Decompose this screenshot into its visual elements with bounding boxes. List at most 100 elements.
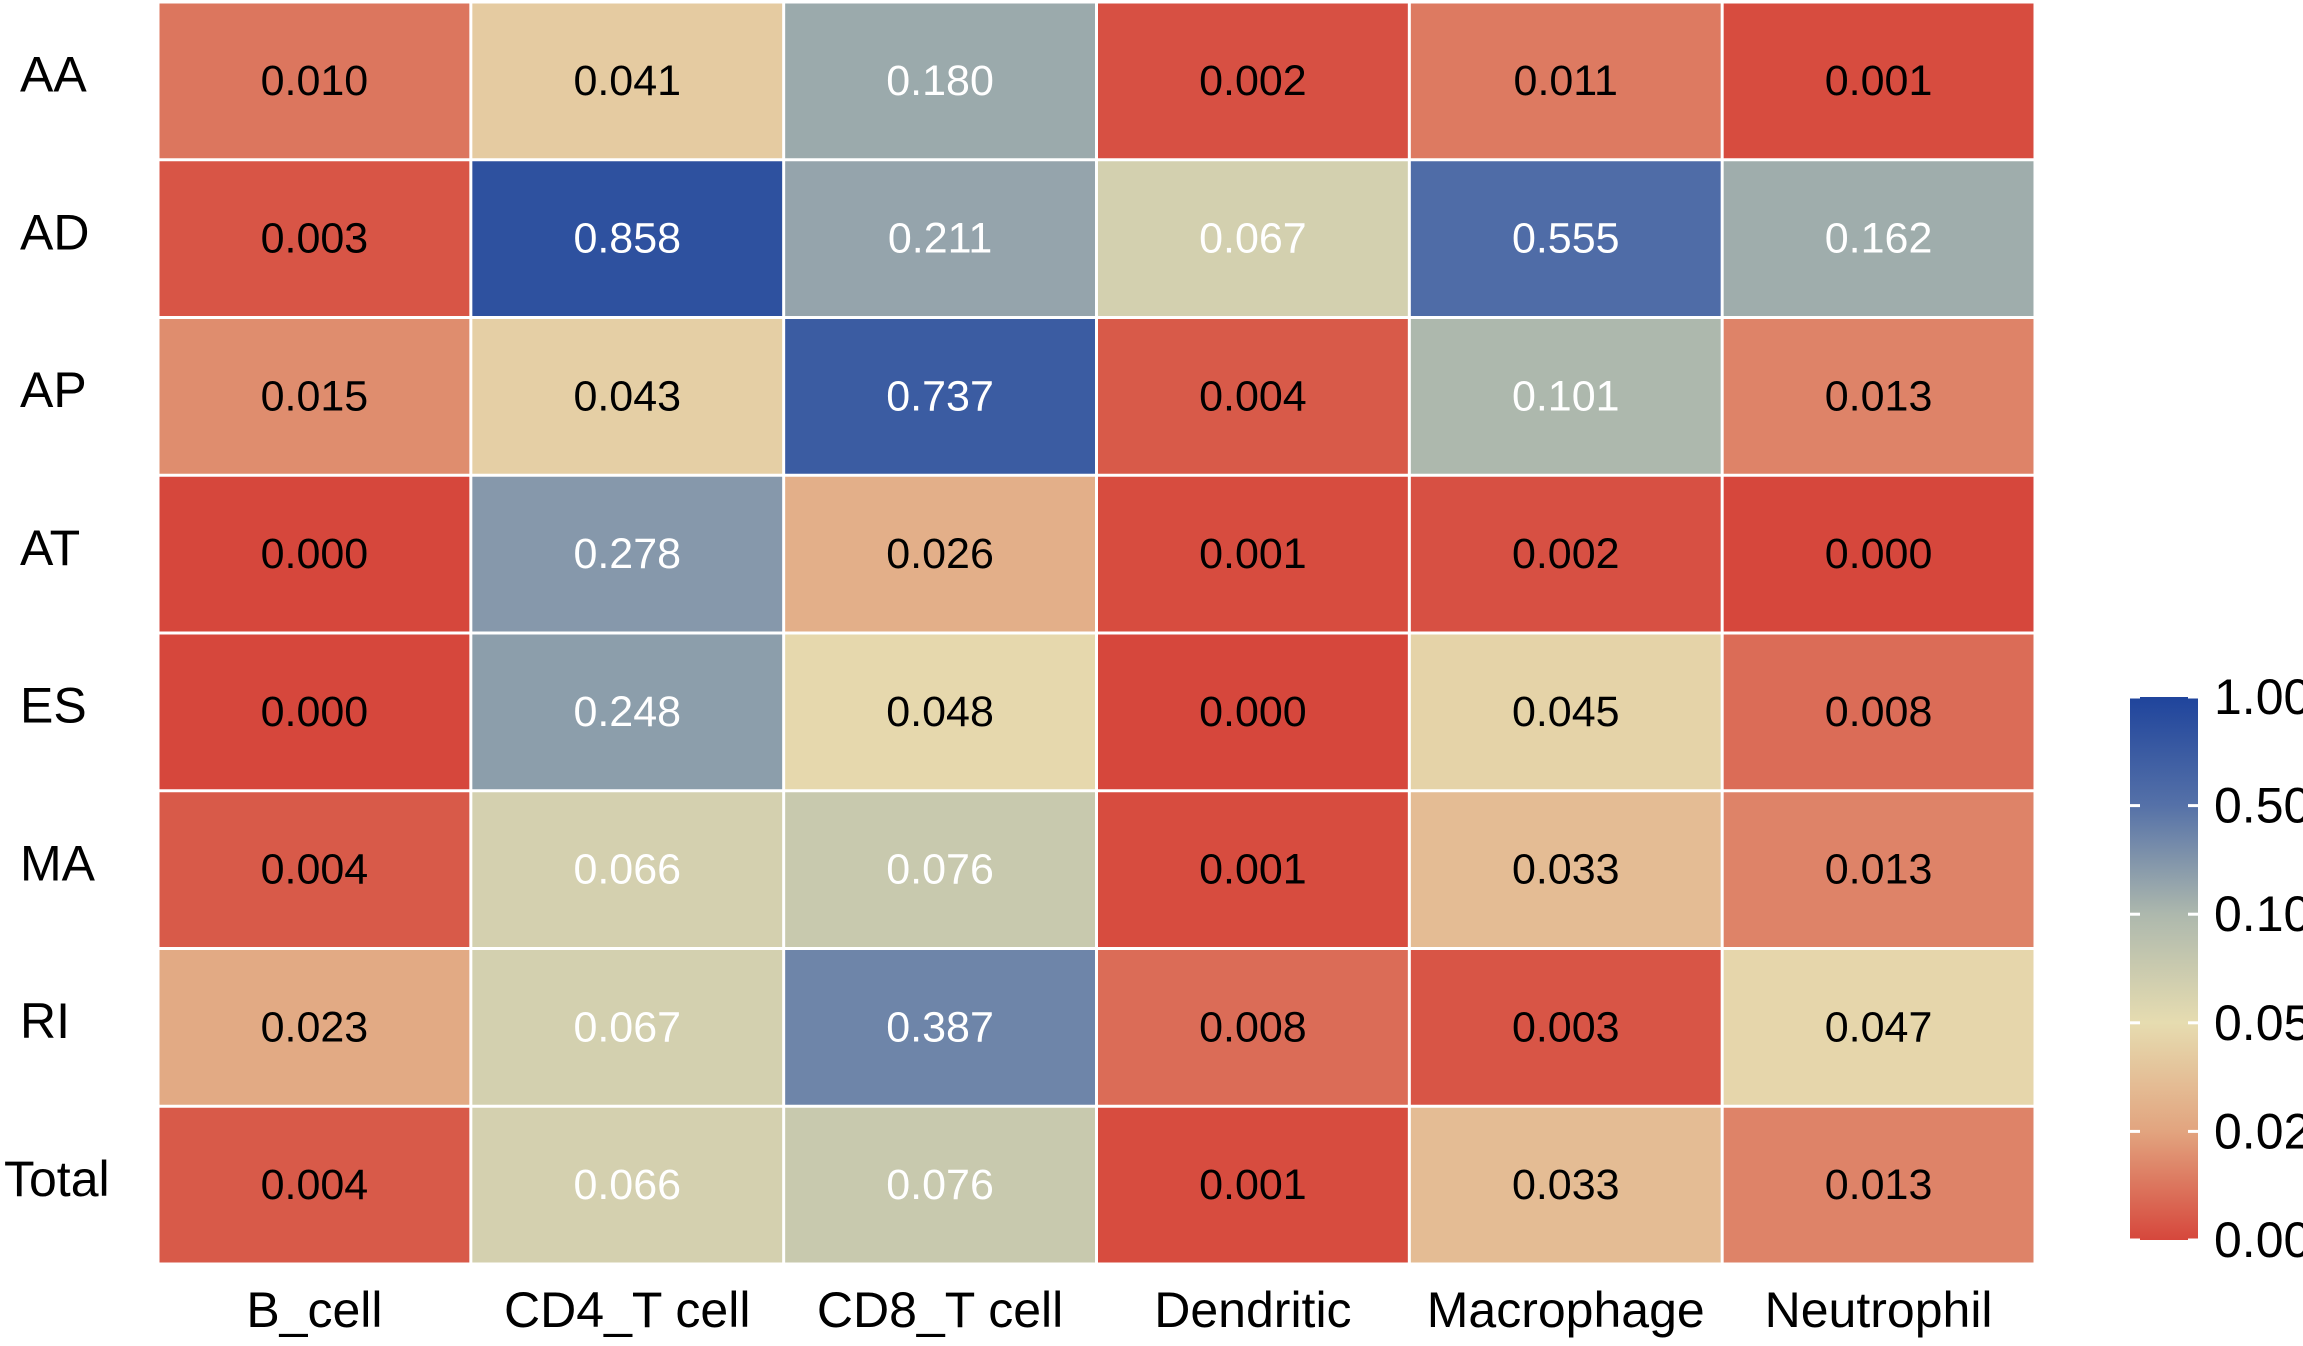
cell-value-label: 0.387 (886, 1003, 994, 1051)
cell-value-label: 0.002 (1199, 57, 1307, 105)
cell-value-label: 0.067 (573, 1003, 681, 1051)
colorbar-tick-label: 0.00 (2214, 1212, 2303, 1268)
column-label: CD4_T cell (504, 1282, 750, 1338)
cell-value-label: 0.026 (886, 530, 994, 578)
heatmap-cell (472, 634, 783, 790)
column-label: Dendritic (1154, 1282, 1351, 1338)
heatmap-cell (472, 3, 783, 159)
column-label: B_cell (246, 1282, 382, 1338)
heatmap-cell (1098, 161, 1408, 316)
heatmap-cell (785, 634, 1095, 790)
heatmap-cell (159, 634, 470, 790)
heatmap-cell (159, 161, 470, 316)
heatmap-cell (1410, 792, 1721, 947)
cell-value-label: 0.737 (886, 372, 994, 420)
cell-value-label: 0.043 (573, 372, 681, 420)
column-labels: B_cell CD4_T cell CD8_T cell Dendritic Macro… (246, 1282, 1992, 1338)
heatmap-cell (1098, 950, 1408, 1105)
cell-value-label: 0.001 (1199, 530, 1307, 578)
cell-value-label: 0.013 (1825, 846, 1933, 894)
row-label: ES (20, 678, 87, 734)
heatmap-cell (1723, 950, 2034, 1105)
column-label: Neutrophil (1765, 1282, 1993, 1338)
cell-value-label: 0.004 (1199, 372, 1307, 420)
cell-value-label: 0.010 (261, 57, 369, 105)
heatmap-cell (785, 1107, 1095, 1263)
cell-value-label: 0.033 (1512, 846, 1620, 894)
colorbar-tick-label: 0.50 (2214, 778, 2303, 834)
cell-value-label: 0.023 (261, 1003, 369, 1051)
heatmap-cell (1723, 476, 2034, 632)
heatmap-cell (785, 161, 1095, 316)
cell-value-label: 0.048 (886, 688, 994, 736)
heatmap-cell (1723, 1107, 2034, 1263)
cell-value-label: 0.000 (261, 688, 369, 736)
colorbar-tick-label: 0.02 (2214, 1103, 2303, 1159)
column-label: CD8_T cell (817, 1282, 1063, 1338)
heatmap-cell (472, 950, 783, 1105)
cell-value-label: 0.001 (1825, 57, 1933, 105)
cell-value-label: 0.555 (1512, 215, 1620, 263)
cell-value-label: 0.248 (573, 688, 681, 736)
cell-value-label: 0.858 (573, 215, 681, 263)
heatmap-cell (159, 1107, 470, 1263)
heatmap-cell (1098, 319, 1408, 474)
row-labels: AA AD AP AT ES MA RI Total (4, 47, 110, 1207)
cell-value-label: 0.066 (573, 1161, 681, 1209)
column-label: Macrophage (1427, 1282, 1705, 1338)
cell-value-label: 0.003 (261, 215, 369, 263)
cell-value-label: 0.011 (1514, 57, 1618, 105)
cell-value-label: 0.013 (1825, 372, 1933, 420)
heatmap-cell (1098, 634, 1408, 790)
cell-value-label: 0.000 (1199, 688, 1307, 736)
colorbar-legend: 1.00 0.50 0.10 0.05 0.02 0.00 (2130, 669, 2303, 1268)
colorbar (2130, 697, 2198, 1240)
cell-value-label: 0.004 (261, 846, 369, 894)
heatmap-cell (1098, 476, 1408, 632)
heatmap-cell (159, 476, 470, 632)
cell-value-label: 0.001 (1199, 1161, 1307, 1209)
cell-value-label: 0.004 (261, 1161, 369, 1209)
heatmap-cell (1723, 634, 2034, 790)
row-label: RI (20, 993, 70, 1049)
heatmap-cell (1723, 3, 2034, 159)
heatmap-cell (1098, 3, 1408, 159)
cell-value-label: 0.001 (1199, 846, 1307, 894)
heatmap-cell (785, 792, 1095, 947)
heatmap-cell (472, 476, 783, 632)
heatmap-cell (1410, 319, 1721, 474)
cell-value-label: 0.003 (1512, 1003, 1620, 1051)
cell-value-label: 0.101 (1512, 372, 1620, 420)
heatmap-cell (159, 792, 470, 947)
heatmap-cell (1410, 161, 1721, 316)
cell-value-label: 0.013 (1825, 1161, 1933, 1209)
heatmap-cell (1410, 1107, 1721, 1263)
heatmap-cell (159, 3, 470, 159)
cell-value-label: 0.076 (886, 846, 994, 894)
cell-value-label: 0.066 (573, 846, 681, 894)
heatmap-cell (472, 161, 783, 316)
heatmap-cells (159, 3, 2034, 1263)
heatmap-cell (1410, 950, 1721, 1105)
heatmap-cell (472, 792, 783, 947)
cell-value-label: 0.047 (1825, 1003, 1933, 1051)
colorbar-ticks: 1.00 0.50 0.10 0.05 0.02 0.00 (2130, 669, 2303, 1268)
cell-value-label: 0.015 (261, 372, 369, 420)
colorbar-tick-label: 1.00 (2214, 669, 2303, 725)
cell-value-label: 0.000 (261, 530, 369, 578)
cell-value-label: 0.162 (1825, 215, 1933, 263)
heatmap-cell (159, 950, 470, 1105)
cell-value-label: 0.008 (1199, 1003, 1307, 1051)
colorbar-tick-label: 0.10 (2214, 886, 2303, 942)
cell-value-label: 0.067 (1199, 215, 1307, 263)
cell-value-label: 0.008 (1825, 688, 1933, 736)
cell-value-label: 0.211 (888, 215, 992, 263)
heatmap-cell (159, 319, 470, 474)
heatmap-cell-labels: 0.010 0.041 0.180 0.002 0.011 0.001 0.003 0.858… (261, 57, 1933, 1209)
cell-value-label: 0.278 (573, 530, 681, 578)
row-label: AA (20, 47, 87, 103)
heatmap-cell (1410, 634, 1721, 790)
colorbar-tick-label: 0.05 (2214, 995, 2303, 1051)
heatmap-cell (785, 476, 1095, 632)
